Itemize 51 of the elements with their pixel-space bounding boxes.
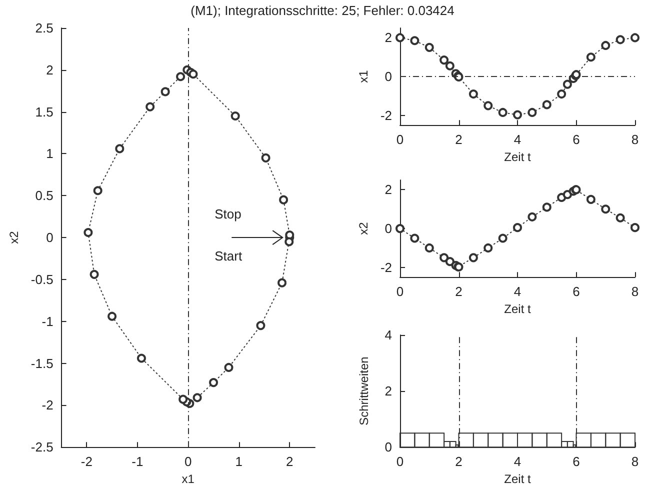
y-axis-title: Schrittweiten xyxy=(357,356,371,426)
x-tick-label: -2 xyxy=(80,454,92,470)
x-tick-label: -1 xyxy=(132,454,144,470)
annotation: Start xyxy=(214,248,242,264)
x-tick-label: 2 xyxy=(286,454,294,470)
y-tick-label: 0 xyxy=(384,69,392,84)
x-tick-label: 8 xyxy=(631,284,639,300)
x-tick-label: 2 xyxy=(455,454,462,470)
y-tick-label: 0 xyxy=(384,440,392,455)
y-tick-label: -2 xyxy=(42,398,54,413)
x-tick-label: 2 xyxy=(455,284,462,300)
y-tick-label: -1 xyxy=(42,314,54,329)
y-tick-label: 2 xyxy=(384,182,392,198)
x-axis-title: Zeit t xyxy=(504,302,532,316)
x-tick-label: 4 xyxy=(514,132,522,148)
chart-title: (M1); Integrationsschritte: 25; Fehler: 0.03424 xyxy=(190,3,456,18)
x-tick-label: 0 xyxy=(396,454,404,470)
y-axis-title: x1 xyxy=(356,70,371,83)
x-tick-label: 8 xyxy=(631,454,639,470)
x-tick-label: 0 xyxy=(184,454,192,470)
x-tick-label: 0 xyxy=(396,132,404,148)
y-tick-label: 2 xyxy=(384,30,392,46)
x-tick-label: 2 xyxy=(455,132,462,148)
y-tick-label: 4 xyxy=(384,328,392,342)
x-axis-title: Zeit t xyxy=(504,472,532,486)
y-tick-label: 0.5 xyxy=(35,188,54,204)
x-tick-label: 6 xyxy=(572,454,580,470)
y-tick-label: -2 xyxy=(380,260,392,275)
x-tick-label: 8 xyxy=(631,132,639,148)
x-tick-label: 4 xyxy=(514,284,522,300)
y-axis-title: x2 xyxy=(356,222,371,235)
x-tick-label: 0 xyxy=(396,284,404,300)
y-tick-label: 2 xyxy=(46,62,54,78)
y-tick-label: -2 xyxy=(380,108,392,123)
y-tick-label: 0 xyxy=(46,230,54,246)
y-tick-label: -0.5 xyxy=(30,272,54,287)
y-tick-label: -1.5 xyxy=(30,356,54,371)
annotation: Stop xyxy=(214,206,242,222)
x-tick-label: 4 xyxy=(514,454,522,470)
x-axis-title: Zeit t xyxy=(504,150,532,164)
x-tick-label: 6 xyxy=(572,284,580,300)
y-axis-title: x2 xyxy=(7,230,21,244)
x-axis-title: x1 xyxy=(182,472,195,486)
y-tick-label: 2.5 xyxy=(35,20,54,36)
y-tick-label: -2.5 xyxy=(30,440,54,455)
y-tick-label: 1 xyxy=(46,146,54,162)
y-tick-label: 2 xyxy=(384,384,392,399)
x-tick-label: 6 xyxy=(572,132,580,148)
y-tick-label: 0 xyxy=(384,221,392,236)
x-tick-label: 1 xyxy=(235,454,243,470)
y-tick-label: 1.5 xyxy=(35,104,54,120)
